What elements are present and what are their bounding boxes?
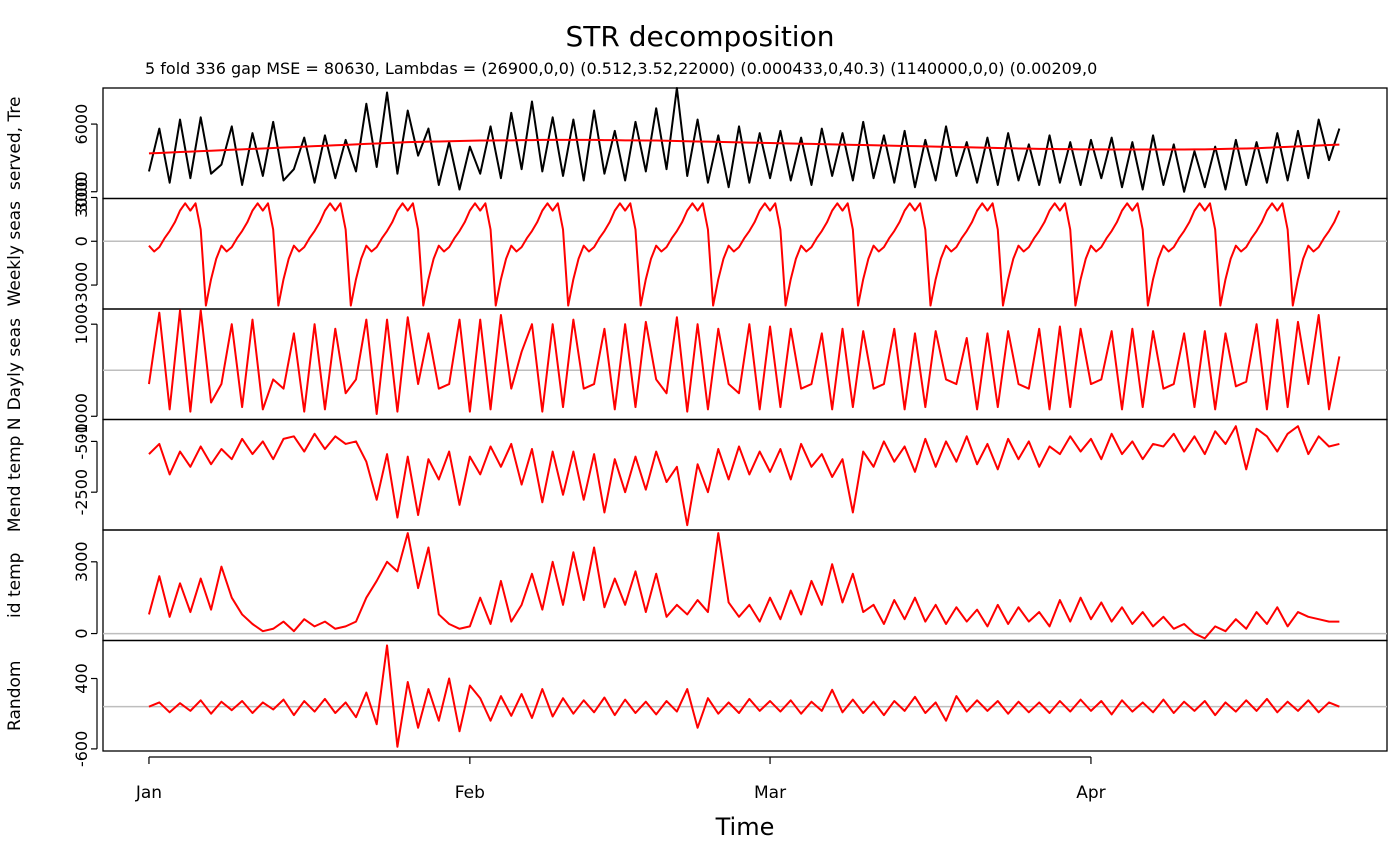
chart-title: STR decomposition [566, 20, 835, 53]
series-line [147, 309, 1341, 415]
panel-box [102, 529, 1388, 642]
y-tick-label: -3000 [72, 262, 91, 309]
x-tick-label: Jan [135, 783, 162, 803]
y-tick-label: 3000 [72, 171, 91, 212]
series-line [148, 425, 1340, 527]
y-axis-label: id temp [5, 553, 25, 618]
series-line [147, 532, 1340, 640]
chart-subtitle: 5 fold 336 gap MSE = 80630, Lambdas = (2… [145, 59, 1097, 78]
series-line [148, 644, 1340, 748]
y-tick-label: -1000 [72, 393, 91, 440]
y-axis-label: Dayly seas [5, 318, 25, 410]
x-axis-label: Time [715, 813, 775, 841]
y-axis-label: served, Tre [5, 97, 25, 190]
panel-box [102, 197, 1388, 310]
series-line [148, 202, 1341, 307]
y-tick-label: 3000 [72, 541, 91, 582]
panel-box [102, 639, 1388, 752]
x-tick-label: Apr [1076, 783, 1105, 803]
y-tick-label: -500 [72, 423, 91, 459]
y-tick-label: -600 [72, 731, 91, 767]
y-tick-label: 3000 [72, 177, 91, 218]
series-line [147, 87, 1341, 193]
y-tick-label: 0 [72, 628, 91, 638]
y-axis-label: Weekly seas [5, 201, 25, 306]
x-tick-label: Feb [455, 783, 485, 803]
y-tick-label: 0 [72, 236, 91, 246]
y-tick-label: 1000 [72, 304, 91, 345]
y-axis-label: Mend temp N [5, 417, 25, 532]
series-line [148, 138, 1340, 155]
y-axis-label: Random [5, 661, 25, 731]
x-tick-label: Mar [754, 783, 786, 803]
y-tick-label: 6000 [72, 104, 91, 145]
y-tick-label: -2500 [72, 469, 91, 515]
y-tick-label: 400 [72, 663, 91, 694]
